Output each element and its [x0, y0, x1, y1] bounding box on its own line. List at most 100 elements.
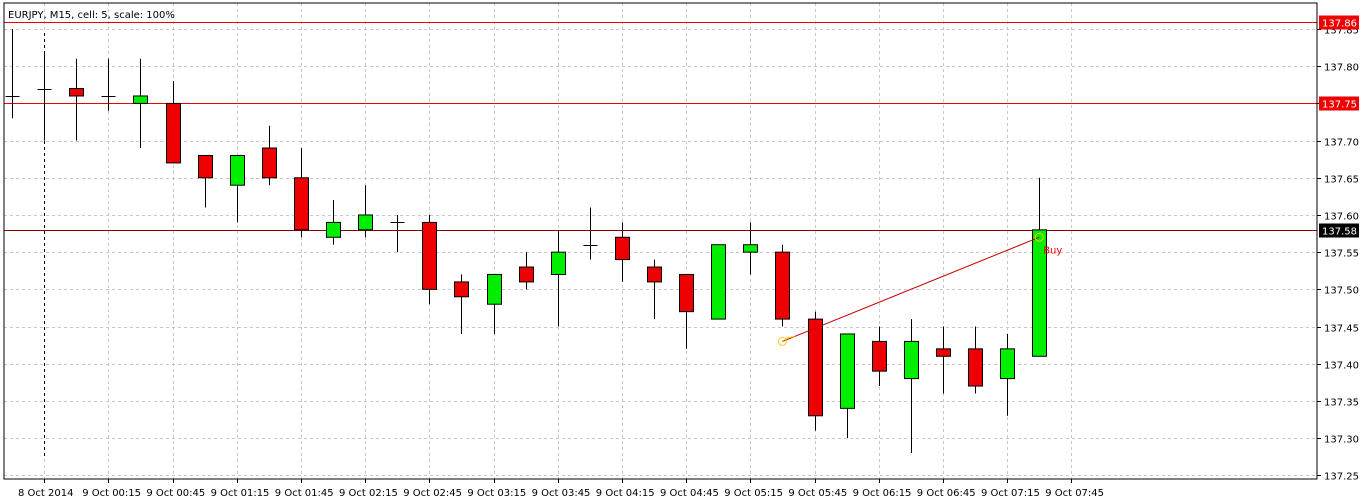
candle[interactable] — [101, 58, 116, 111]
candle-body-bull — [551, 251, 566, 275]
level-label: 137.86 — [1322, 19, 1357, 30]
x-tick-label: 9 Oct 01:45 — [275, 488, 334, 499]
candle-body-bull — [358, 214, 373, 231]
candle[interactable] — [711, 244, 726, 320]
candle[interactable] — [519, 252, 534, 290]
candle-body-bull — [487, 273, 502, 305]
candle[interactable] — [968, 326, 983, 394]
candle-body-bear — [519, 266, 534, 283]
x-tick-label: 8 Oct 2014 — [18, 488, 73, 499]
x-tick-label: 9 Oct 01:15 — [211, 488, 270, 499]
candle-body-bear — [69, 88, 84, 97]
candle-body-bull — [133, 95, 148, 104]
x-tick-label: 9 Oct 06:45 — [917, 488, 976, 499]
x-tick-label: 9 Oct 07:45 — [1045, 488, 1104, 499]
candle-body-bear — [679, 273, 694, 313]
trade-open-marker — [777, 336, 787, 346]
candle[interactable] — [230, 154, 245, 223]
candle[interactable] — [872, 326, 887, 387]
candle[interactable] — [454, 274, 469, 334]
x-tick-label: 9 Oct 07:15 — [981, 488, 1040, 499]
y-tick-label: 137.40 — [1324, 361, 1359, 372]
candle-body-bear — [262, 147, 277, 179]
candle-body-bear — [936, 348, 951, 357]
candle-body-bull — [1000, 348, 1015, 380]
candle[interactable] — [166, 81, 181, 164]
candle[interactable] — [647, 259, 662, 320]
candle-body-bear — [294, 177, 309, 231]
chart-title: EURJPY, M15, cell: 5, scale: 100% — [8, 10, 175, 21]
candle[interactable] — [904, 319, 919, 453]
y-tick-label: 137.55 — [1324, 249, 1359, 260]
candle[interactable] — [358, 185, 373, 238]
y-tick-label: 137.30 — [1324, 435, 1359, 446]
level-tag — [1319, 96, 1359, 111]
candle[interactable] — [808, 311, 823, 431]
candle-body-bull — [904, 340, 919, 380]
candle[interactable] — [679, 273, 694, 349]
candle[interactable] — [743, 222, 758, 275]
candle[interactable] — [198, 154, 213, 208]
candle-body-bull — [743, 244, 758, 253]
x-tick-label: 9 Oct 02:45 — [403, 488, 462, 499]
candle[interactable] — [551, 229, 566, 327]
candle-body-bear — [166, 102, 181, 164]
candle[interactable] — [326, 200, 341, 245]
candle[interactable] — [422, 214, 437, 305]
candle[interactable] — [294, 148, 309, 238]
trade-line — [782, 236, 1040, 342]
candle[interactable] — [69, 58, 84, 141]
y-tick-label: 137.45 — [1324, 324, 1359, 335]
candles — [5, 29, 1047, 453]
x-tick-label: 9 Oct 00:15 — [82, 488, 141, 499]
candle[interactable] — [5, 29, 20, 119]
x-tick-label: 9 Oct 04:45 — [660, 488, 719, 499]
price-labels: 137.86 137.75 137.58 — [1319, 15, 1359, 238]
x-tick-label: 9 Oct 05:15 — [724, 488, 783, 499]
current-price-tag — [1319, 223, 1359, 238]
candle[interactable] — [1000, 333, 1015, 416]
candle[interactable] — [37, 51, 52, 141]
y-tick-label: 137.65 — [1324, 175, 1359, 186]
candle[interactable] — [615, 222, 630, 282]
x-tick-label: 9 Oct 05:45 — [788, 488, 847, 499]
candle-body-bear — [422, 221, 437, 290]
candle-body-bull — [230, 154, 245, 186]
candle[interactable] — [936, 326, 951, 394]
candle[interactable] — [262, 125, 277, 186]
y-tick-label: 137.35 — [1324, 398, 1359, 409]
x-tick-label: 9 Oct 02:15 — [339, 488, 398, 499]
x-axis: 8 Oct 2014 9 Oct 00:15 9 Oct 00:45 9 Oct 01… — [18, 479, 1104, 499]
candle[interactable] — [583, 207, 598, 260]
candle-body-bear — [198, 154, 213, 179]
candle-body-bear — [647, 266, 662, 283]
level-label: 137.75 — [1322, 100, 1357, 111]
candle-body-bear — [808, 318, 823, 417]
horizontal-levels — [4, 22, 1317, 231]
candle-body-bear — [872, 340, 887, 372]
y-tick-label: 137.50 — [1324, 286, 1359, 297]
x-tick-label: 9 Oct 03:15 — [467, 488, 526, 499]
trade-open-arrow — [785, 335, 795, 339]
y-tick-label: 137.70 — [1324, 138, 1359, 149]
candle[interactable] — [133, 58, 148, 149]
y-tick-label: 137.85 — [1324, 26, 1359, 37]
candle-body-bull — [326, 221, 341, 238]
y-tick-label: 137.80 — [1324, 63, 1359, 74]
x-tick-label: 9 Oct 03:45 — [532, 488, 591, 499]
level-tag — [1319, 15, 1359, 30]
candle-body-bear — [968, 348, 983, 387]
y-tick-label: 137.60 — [1324, 212, 1359, 223]
candle[interactable] — [390, 214, 405, 253]
candle-body-bear — [615, 236, 630, 261]
candle[interactable] — [487, 273, 502, 334]
candle-body-bull — [1032, 229, 1047, 357]
candle[interactable] — [840, 333, 855, 439]
candle[interactable] — [1032, 177, 1047, 357]
trade-annotation: Buy — [777, 232, 1062, 346]
y-tick-label: 137.25 — [1324, 472, 1359, 483]
candle[interactable] — [775, 244, 790, 327]
x-tick-label: 9 Oct 00:45 — [146, 488, 205, 499]
x-tick-label: 9 Oct 04:15 — [596, 488, 655, 499]
